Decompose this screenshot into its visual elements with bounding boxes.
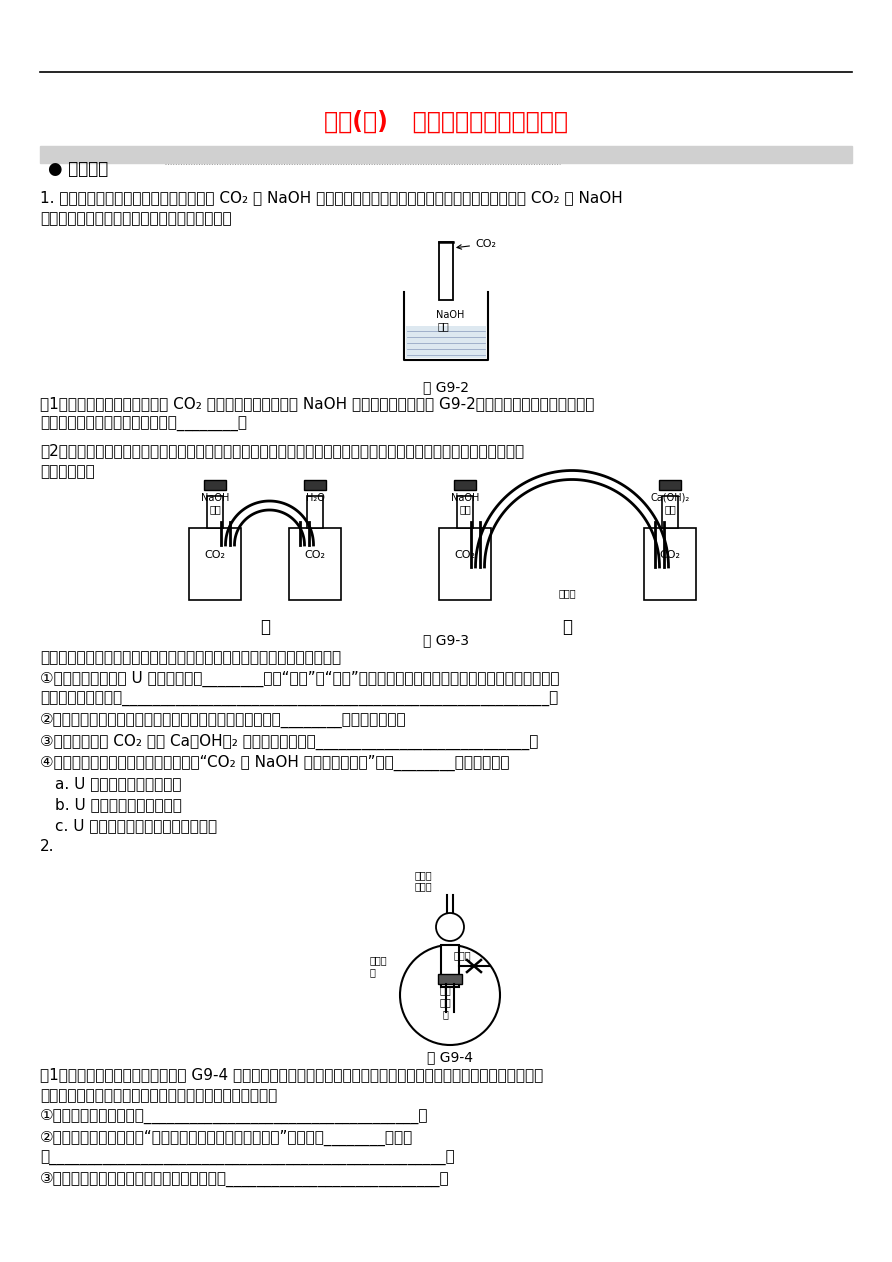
Text: 是____________________________________________________。: 是_______________________________________… (40, 1151, 455, 1166)
Text: 止水夹: 止水夹 (454, 950, 472, 960)
Bar (439, 528, 491, 599)
Text: 溶液: 溶液 (459, 504, 471, 514)
Text: 图 G9-2: 图 G9-2 (423, 380, 469, 394)
Text: 碳: 碳 (370, 967, 376, 977)
Text: a. U 形管中红墨水左低右高: a. U 形管中红墨水左低右高 (55, 776, 181, 791)
Text: ③实验结束后，烧瓶内液体的溶质组成可能是____________________________。: ③实验结束后，烧瓶内液体的溶质组成可能是____________________… (40, 1172, 450, 1188)
Text: 图 G9-3: 图 G9-3 (423, 634, 469, 647)
Bar (40, 146, 852, 163)
Bar (406, 326, 486, 358)
Circle shape (400, 945, 500, 1045)
Text: 钓溶液: 钓溶液 (415, 881, 433, 891)
Text: 2.: 2. (40, 839, 54, 854)
Bar (307, 496, 323, 528)
Text: 1. 化学反应往往伴随着一些现象发生，但 CO₂ 与 NaOH 溶液的反应没有明显的现象。为了通过一些现象说明 CO₂ 与 NaOH: 1. 化学反应往往伴随着一些现象发生，但 CO₂ 与 NaOH 溶液的反应没有明… (40, 191, 623, 204)
Text: 石灰: 石灰 (439, 997, 450, 1007)
Text: （1）第一组同学把一支收集有 CO₂ 的试管倒立在装有饱和 NaOH 溶液的烧杯中（如图 G9-2），看到试管内液面上升。发: （1）第一组同学把一支收集有 CO₂ 的试管倒立在装有饱和 NaOH 溶液的烧杯… (40, 396, 594, 411)
Text: ②根据上述现象能否得出“二氧化碳与氮氧化钓发生了反应”的结论？________，原因: ②根据上述现象能否得出“二氧化碳与氮氧化钓发生了反应”的结论？________，… (40, 1129, 413, 1146)
Text: 溶液: 溶液 (209, 504, 221, 514)
Text: 水: 水 (442, 1010, 448, 1018)
Text: ③实验乙中说明 CO₂ 能与 Ca（OH）₂ 反应的实验现象是____________________________。: ③实验乙中说明 CO₂ 能与 Ca（OH）₂ 反应的实验现象是_________… (40, 734, 539, 750)
Text: H₂O: H₂O (306, 493, 325, 504)
Bar (204, 480, 226, 490)
Text: 实验甲和乙。: 实验甲和乙。 (40, 464, 95, 480)
Bar (304, 480, 326, 490)
Bar (439, 242, 453, 300)
Bar (441, 945, 459, 987)
Text: 溶液: 溶液 (438, 321, 450, 331)
Bar (207, 496, 223, 528)
Bar (189, 528, 241, 599)
Text: b. U 形管中红墨水左高右低: b. U 形管中红墨水左高右低 (55, 798, 182, 811)
Text: CO₂: CO₂ (455, 550, 475, 560)
Text: CO₂: CO₂ (304, 550, 326, 560)
Text: NaOH: NaOH (201, 493, 229, 504)
Text: ②与以上实验相比，同学们认为实验甲更合理，因为它排除________对实验的干扰。: ②与以上实验相比，同学们认为实验甲更合理，因为它排除________对实验的干扰… (40, 713, 407, 728)
Text: 分别向甲、乙两个瓶中注入少量等体积的两种溶液或液体，观察实验现象。: 分别向甲、乙两个瓶中注入少量等体积的两种溶液或液体，观察实验现象。 (40, 650, 341, 665)
Bar (438, 974, 462, 984)
Text: 发生了反应，某班同学分组做了如下探究实验。: 发生了反应，某班同学分组做了如下探究实验。 (40, 211, 232, 226)
Bar (662, 496, 678, 528)
Text: ①烧瓶中观察到的现象是____________________________________。: ①烧瓶中观察到的现象是_____________________________… (40, 1109, 428, 1124)
Text: CO₂: CO₂ (659, 550, 681, 560)
Text: （1）某化学兴趣小组的同学用如图 G9-4 所示装置进行实验（装置气密性良好），先关闭止水夹，将足量的氮氧化钓溶: （1）某化学兴趣小组的同学用如图 G9-4 所示装置进行实验（装置气密性良好），… (40, 1066, 543, 1082)
Bar (289, 528, 341, 599)
Text: NaOH: NaOH (450, 493, 479, 504)
Bar (644, 528, 696, 599)
Text: Ca(OH)₂: Ca(OH)₂ (650, 493, 690, 504)
Text: 澄清: 澄清 (439, 986, 450, 994)
Text: （2）有同学质疑，认为上述实验设计没有排除二氧化碳溶解于氮氧化钓溶液的假设，并设计了如下两个实验装置，进行: （2）有同学质疑，认为上述实验设计没有排除二氧化碳溶解于氮氧化钓溶液的假设，并设… (40, 443, 524, 458)
Bar (659, 480, 681, 490)
Text: c. U 形管中红墨水液面没有发生改变: c. U 形管中红墨水液面没有发生改变 (55, 818, 217, 833)
Text: ④下列实验现象中，一定能说明实验乙“CO₂ 与 NaOH 发生了化学反应”的是________（填序号）。: ④下列实验现象中，一定能说明实验乙“CO₂ 与 NaOH 发生了化学反应”的是_… (40, 755, 509, 771)
Text: 乙: 乙 (563, 618, 573, 636)
Bar (457, 496, 473, 528)
Text: ● 典题训练: ● 典题训练 (48, 160, 108, 178)
Circle shape (406, 952, 494, 1039)
Text: 反应的化学方程式是________________________________________________________。: 反应的化学方程式是_______________________________… (40, 692, 558, 707)
Text: 二氧化: 二氧化 (370, 955, 388, 965)
Text: ①实验甲中若观察到 U 形管左端液面________（填“升高”或“降低”），则证明溶液中的氮氧化钓能与二氧化碳反应，: ①实验甲中若观察到 U 形管左端液面________（填“升高”或“降低”），则… (40, 671, 559, 688)
Text: 甲: 甲 (260, 618, 270, 636)
Circle shape (436, 912, 464, 941)
Text: 红墨水: 红墨水 (558, 588, 576, 598)
Text: NaOH: NaOH (436, 310, 465, 321)
Text: CO₂: CO₂ (204, 550, 226, 560)
Text: 图 G9-4: 图 G9-4 (427, 1050, 473, 1064)
Text: 溶液: 溶液 (665, 504, 676, 514)
Text: CO₂: CO₂ (457, 239, 496, 249)
Text: 生这种现象是因为试管内外产生了________。: 生这种现象是因为试管内外产生了________。 (40, 416, 247, 432)
Text: 专项(九)   二氧化碳与氮氧化钓反应: 专项(九) 二氧化碳与氮氧化钓反应 (324, 110, 568, 134)
Bar (454, 480, 476, 490)
Text: 氮氧化: 氮氧化 (415, 870, 433, 880)
Text: 液滴入烧瓶中，充分吸收收拢二氧化碳后，再打开止水夹。: 液滴入烧瓶中，充分吸收收拢二氧化碳后，再打开止水夹。 (40, 1088, 277, 1103)
